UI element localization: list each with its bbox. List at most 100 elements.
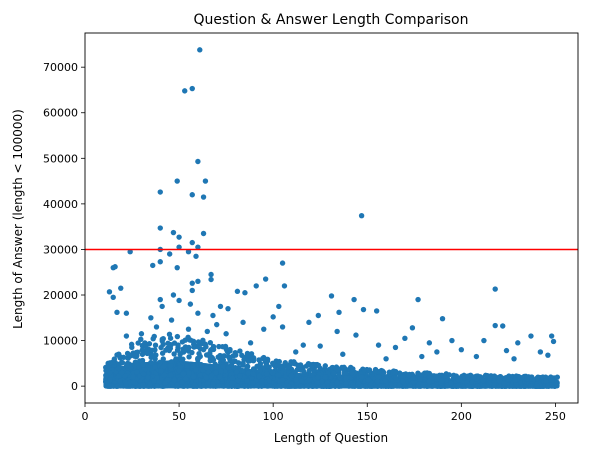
scatter-point: [275, 372, 282, 378]
scatter-point: [334, 328, 340, 335]
chart-title: Question & Answer Length Comparison: [193, 12, 468, 28]
scatter-point: [424, 370, 430, 376]
scatter-point: [107, 369, 113, 376]
scatter-point: [317, 343, 323, 349]
scatter-point: [365, 377, 371, 383]
y-tick-label: 20000: [43, 289, 78, 302]
scatter-point: [197, 47, 203, 53]
scatter-point: [210, 381, 216, 387]
scatter-point: [189, 349, 195, 356]
y-tick-label: 10000: [43, 335, 78, 348]
scatter-point: [106, 383, 112, 389]
scatter-point: [342, 375, 349, 382]
scatter-point: [426, 378, 432, 385]
scatter-point: [343, 381, 349, 387]
scatter-point: [383, 356, 389, 362]
scatter-point: [319, 378, 325, 385]
scatter-point: [189, 287, 195, 294]
scatter-point: [203, 365, 210, 371]
scatter-point: [152, 364, 158, 370]
scatter-point: [179, 339, 186, 345]
scatter-point: [126, 352, 132, 358]
scatter-point: [491, 382, 497, 388]
scatter-point: [130, 379, 137, 385]
scatter-point: [254, 382, 261, 388]
scatter-point: [160, 356, 166, 362]
scatter-point: [212, 369, 219, 376]
scatter-point: [288, 372, 295, 379]
scatter-point: [174, 264, 180, 271]
scatter-point: [185, 249, 192, 255]
x-tick-label: 50: [172, 410, 186, 423]
scatter-point: [180, 371, 187, 377]
scatter-point: [193, 367, 199, 373]
scatter-point: [190, 338, 197, 345]
scatter-point: [234, 288, 241, 295]
scatter-point: [464, 374, 471, 380]
scatter-point: [182, 88, 188, 94]
scatter-point: [140, 361, 147, 368]
scatter-point: [439, 378, 445, 384]
scatter-point: [208, 276, 214, 283]
scatter-point: [322, 363, 329, 369]
scatter-point: [157, 189, 163, 195]
scatter-point: [184, 363, 190, 369]
scatter-point: [306, 319, 312, 326]
scatter-point: [298, 367, 304, 373]
scatter-point: [363, 383, 369, 389]
scatter-point: [250, 380, 256, 386]
scatter-point: [329, 382, 335, 388]
scatter-point: [175, 342, 181, 348]
scatter-point: [281, 283, 288, 289]
scatter-point: [265, 383, 271, 389]
scatter-point: [336, 372, 342, 378]
scatter-point: [299, 378, 305, 384]
scatter-point: [207, 339, 214, 346]
scatter-point: [166, 251, 173, 257]
scatter-point: [259, 378, 265, 384]
scatter-point: [196, 350, 202, 357]
scatter-point: [242, 290, 248, 296]
scatter-point: [147, 381, 153, 388]
scatter-point: [239, 352, 245, 359]
scatter-point: [298, 383, 304, 389]
scatter-point: [220, 357, 227, 363]
x-tick-label: 100: [263, 410, 284, 423]
scatter-point: [243, 378, 250, 384]
scatter-point: [237, 373, 243, 379]
scatter-point: [306, 367, 313, 374]
scatter-point: [195, 244, 201, 250]
scatter-point: [253, 283, 259, 289]
scatter-point: [406, 372, 412, 378]
scatter-point: [322, 374, 328, 380]
scatter-point: [221, 353, 227, 359]
scatter-point: [189, 280, 195, 286]
scatter-point: [176, 244, 182, 250]
scatter-point: [400, 374, 406, 380]
scatter-point: [304, 383, 310, 389]
scatter-point: [351, 296, 357, 303]
scatter-point: [160, 364, 167, 370]
scatter-point: [150, 262, 156, 269]
y-tick-label: 0: [71, 380, 78, 393]
scatter-point: [179, 379, 185, 386]
scatter-point: [176, 297, 182, 304]
scatter-point: [224, 382, 230, 388]
scatter-point: [131, 353, 138, 359]
scatter-point: [270, 360, 276, 366]
scatter-point: [210, 357, 217, 363]
scatter-point: [159, 350, 166, 356]
scatter-point: [276, 383, 282, 389]
scatter-point: [189, 85, 195, 92]
scatter-point: [202, 178, 209, 184]
scatter-point: [138, 331, 145, 337]
scatter-point: [176, 367, 182, 374]
scatter-point: [127, 249, 133, 255]
scatter-point: [276, 358, 283, 365]
scatter-point: [217, 303, 224, 310]
scatter-point: [542, 378, 549, 384]
scatter-point: [480, 377, 486, 384]
scatter-point: [338, 383, 344, 389]
scatter-point: [410, 375, 416, 382]
